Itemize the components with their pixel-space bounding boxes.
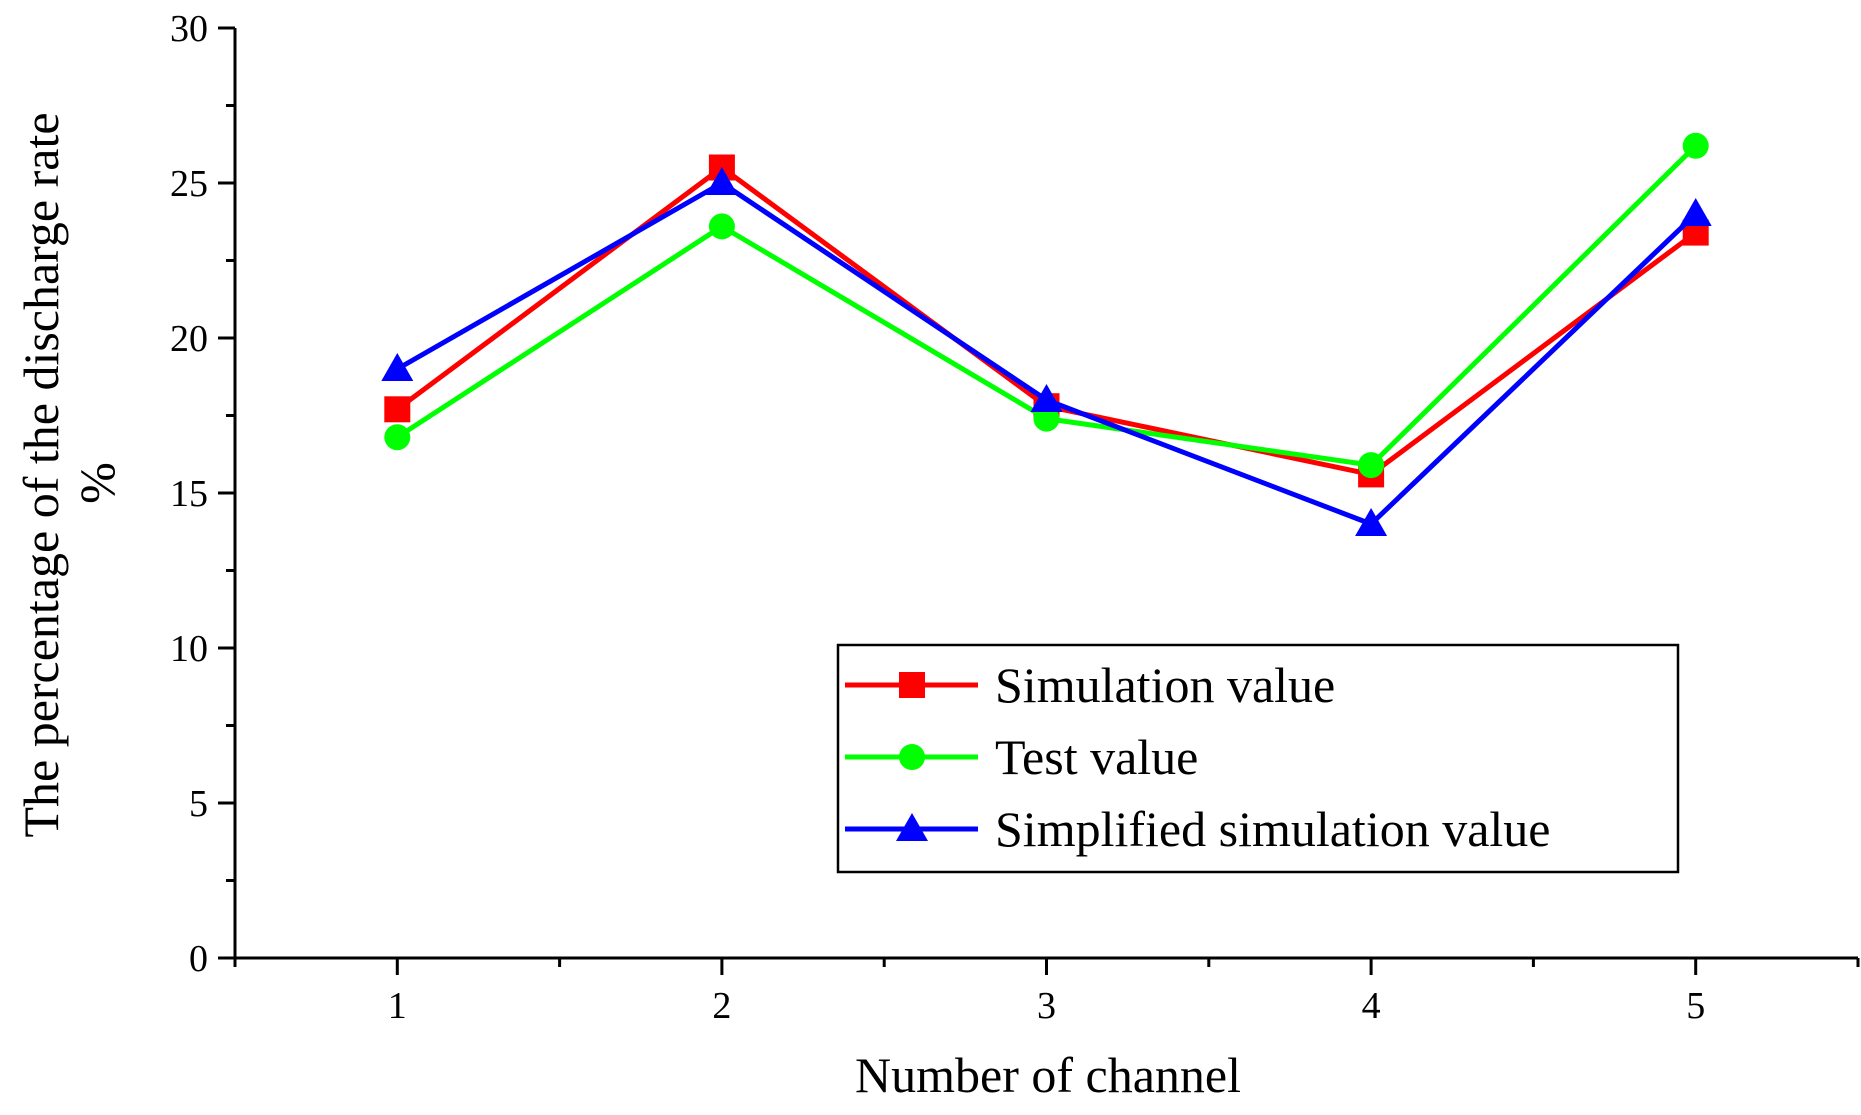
legend-label: Simulation value xyxy=(995,657,1335,713)
y-tick-label: 5 xyxy=(189,783,208,825)
series-test-value xyxy=(384,132,1709,479)
legend-marker xyxy=(896,813,928,841)
x-tick-label: 5 xyxy=(1686,985,1705,1027)
axes: 0 5 10 15 20 25 30 1 2 3 4 5 xyxy=(170,8,1860,1027)
x-tick-label: 2 xyxy=(712,985,731,1027)
x-axis-title: Number of channel xyxy=(855,1047,1241,1103)
legend-item-test-value: Test value xyxy=(845,729,1198,785)
y-tick-label: 30 xyxy=(170,8,208,50)
data-point-test-value xyxy=(1682,132,1709,159)
legend: Simulation value Test value Simplified sim… xyxy=(836,643,1680,874)
data-point-simplified-simulation-value xyxy=(1030,384,1063,412)
legend-item-simulation-value: Simulation value xyxy=(845,657,1335,713)
data-point-test-value xyxy=(384,424,411,451)
legend-marker xyxy=(899,672,925,698)
series-simulation-value xyxy=(384,154,1709,488)
x-tick-label: 1 xyxy=(388,985,407,1027)
series-simplified-simulation-value xyxy=(381,167,1712,536)
legend-marker xyxy=(899,744,925,770)
y-tick-label: 15 xyxy=(170,473,208,515)
x-tick-label: 3 xyxy=(1037,985,1056,1027)
y-tick-label: 20 xyxy=(170,318,208,360)
series-layer xyxy=(381,132,1712,536)
y-tick-label: 10 xyxy=(170,628,208,670)
data-point-test-value xyxy=(1358,452,1385,479)
y-tick-label: 25 xyxy=(170,163,208,205)
legend-label: Test value xyxy=(995,729,1198,785)
data-point-simplified-simulation-value xyxy=(381,353,414,381)
series-line-simplified-simulation-value xyxy=(396,180,1698,527)
data-point-simulation-value xyxy=(384,396,411,423)
data-point-test-value xyxy=(1033,405,1060,432)
data-point-simplified-simulation-value xyxy=(1355,508,1388,536)
legend-item-simplified-simulation-value: Simplified simulation value xyxy=(845,801,1551,857)
data-point-simplified-simulation-value xyxy=(1679,198,1712,226)
x-tick-label: 4 xyxy=(1362,985,1381,1027)
y-axis-title: The percentage of the discharge rate xyxy=(13,112,69,837)
data-point-test-value xyxy=(708,213,735,240)
y-tick-label: 0 xyxy=(189,938,208,980)
y-axis-unit: % xyxy=(69,462,125,504)
data-point-simplified-simulation-value xyxy=(705,167,738,195)
legend-label: Simplified simulation value xyxy=(995,801,1551,857)
